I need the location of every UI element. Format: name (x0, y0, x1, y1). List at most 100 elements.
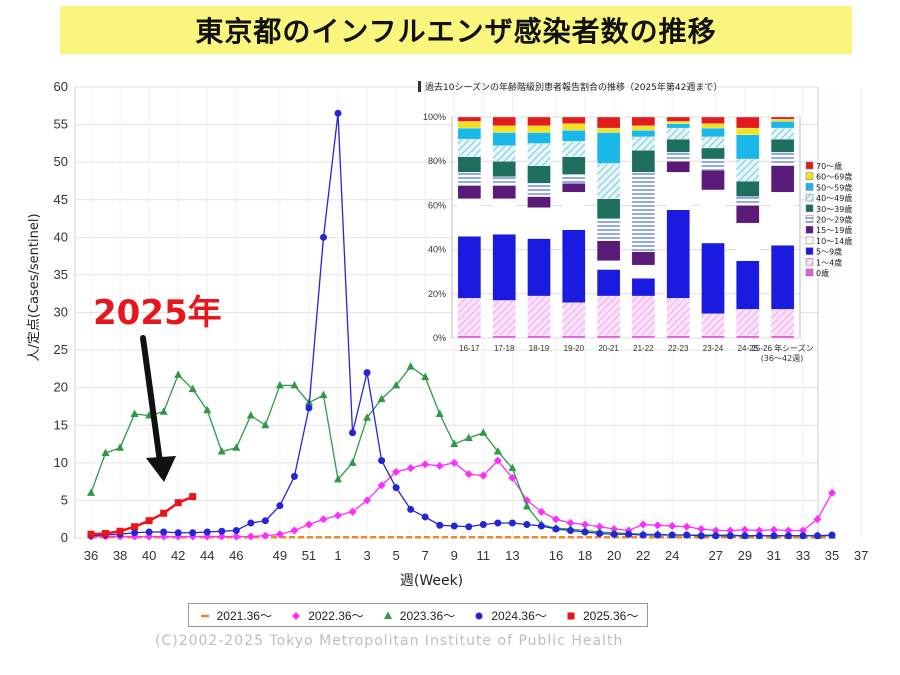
inset-y-tick-label: 100% (423, 112, 446, 122)
inset-bar-segment (596, 163, 621, 199)
data-point (755, 532, 763, 540)
data-point (174, 370, 183, 378)
data-point (450, 458, 459, 467)
legend-label: 2025.36～ (582, 608, 639, 623)
data-point (159, 407, 168, 415)
data-point (275, 380, 284, 389)
data-point (406, 464, 415, 473)
y-tick-label: 60 (54, 79, 68, 94)
data-point (145, 517, 153, 525)
data-point (654, 531, 662, 539)
inset-legend-label: 40～49歳 (816, 193, 852, 203)
inset-bar-segment (562, 156, 586, 175)
inset-bar-segment (631, 264, 656, 279)
data-point (160, 509, 168, 517)
data-point (581, 528, 589, 536)
y-tick-label: 25 (54, 342, 68, 357)
data-point (508, 473, 517, 482)
inset-bar-segment (631, 125, 656, 131)
data-point (479, 428, 488, 436)
series-line (90, 113, 833, 537)
data-point (334, 511, 343, 520)
inset-x-tick-label: 19-20 (564, 344, 585, 353)
inset-bar-segment (701, 136, 725, 149)
inset-bar-segment (770, 152, 795, 166)
inset-bar-segment (770, 245, 795, 310)
inset-bar-segment (492, 185, 516, 199)
inset-y-tick-label: 40% (428, 245, 446, 255)
inset-y-tick-label: 60% (428, 200, 446, 210)
inset-bar-segment (631, 149, 656, 173)
data-point (653, 521, 662, 530)
data-point (610, 530, 618, 538)
inset-bar-segment (596, 127, 621, 133)
data-point (406, 362, 415, 370)
data-point (116, 527, 124, 535)
inset-legend-label: 0歳 (816, 268, 829, 278)
data-point (770, 532, 778, 540)
series-2024.36～ (87, 109, 836, 540)
y-tick-label: 15 (54, 417, 68, 432)
data-point (435, 409, 444, 417)
inset-bar-segment (701, 335, 725, 339)
inset-bar-segment (596, 260, 621, 270)
inset-legend-swatch (805, 183, 814, 191)
inset-bar-segment (666, 161, 690, 173)
inset-x-tick-label: 25-26 年シーズン (751, 343, 813, 353)
data-point (203, 528, 211, 536)
inset-bar-segment (492, 161, 516, 177)
inset-bar-segment (770, 119, 795, 122)
inset-legend-label: 20～29歳 (816, 215, 852, 225)
inset-bar-segment (596, 132, 621, 164)
data-point (450, 439, 459, 448)
data-point (101, 448, 110, 457)
main-legend: 2021.36～ 2022.36～ 2023.36～ 2024.36～ 2025… (188, 603, 648, 627)
inset-bar-segment (701, 158, 725, 171)
inset-bar-segment (527, 196, 551, 208)
data-point (363, 369, 371, 377)
inset-bar-segment (736, 196, 760, 206)
inset-bar-segment (736, 158, 760, 182)
data-point (740, 525, 749, 534)
inset-bar-segment (596, 198, 621, 219)
inset-legend-label: 70～歳 (816, 161, 842, 171)
data-point (392, 484, 400, 492)
x-tick-label: 3 (363, 548, 370, 563)
data-point (348, 507, 357, 516)
inset-bar-segment (492, 176, 516, 186)
inset-bar-segment (527, 295, 551, 336)
legend-item-2025: 2025.36～ (564, 607, 638, 624)
arrow-head (146, 456, 176, 482)
data-point (522, 501, 531, 510)
inset-bar-segment (701, 147, 725, 160)
inset-legend-swatch (805, 236, 814, 245)
inset-bar-segment (562, 116, 586, 124)
inset-bar-segment (562, 141, 586, 157)
data-point (595, 522, 604, 531)
data-point (581, 520, 590, 529)
x-tick-label: 42 (171, 548, 185, 563)
data-point (784, 526, 793, 535)
data-point (304, 520, 313, 529)
inset-bar-segment (527, 116, 551, 126)
x-tick-label: 36 (84, 548, 98, 563)
year-callout: 2025年 (93, 293, 222, 333)
inset-bar-segment (736, 309, 760, 336)
inset-bar-segment (666, 123, 690, 129)
data-point (407, 505, 415, 513)
inset-bar-segment (631, 130, 656, 138)
data-point (290, 472, 298, 480)
data-point (799, 532, 807, 540)
inset-y-tick-label: 20% (428, 289, 446, 299)
inset-legend-swatch (805, 268, 814, 277)
inset-bar-segment (666, 127, 690, 140)
legend-marker-svg (567, 612, 575, 620)
inset-bar-segment (701, 313, 725, 336)
data-point (348, 458, 357, 466)
inset-bar-segment (736, 260, 760, 310)
data-point (276, 502, 284, 510)
data-point (769, 525, 778, 534)
inset-legend-swatch (805, 215, 814, 223)
inset-bar-segment (596, 218, 621, 241)
data-point (261, 420, 270, 429)
